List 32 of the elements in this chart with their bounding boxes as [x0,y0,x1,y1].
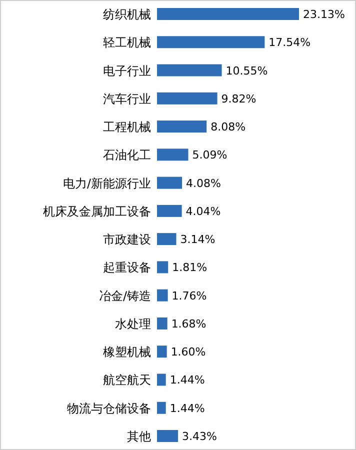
data-label: 4.04% [186,204,221,218]
data-label: 1.76% [172,289,207,302]
data-label: 5.09% [192,148,228,162]
y-tick-label: 冶金/铸造 [98,288,151,303]
data-label: 3.43% [182,430,218,443]
y-tick-label: 起重设备 [103,260,151,275]
data-label: 4.08% [186,176,221,190]
data-label: 8.08% [210,120,246,134]
y-tick-label: 水处理 [115,316,151,331]
y-tick-label: 纺织机械 [103,8,151,22]
y-tick-label: 电子行业 [103,64,151,78]
y-tick-label: 航空航天 [103,373,151,388]
y-tick-label: 市政建设 [103,232,151,247]
y-tick-label: 橡塑机械 [103,345,151,360]
y-tick-label: 轻工机械 [103,36,151,50]
y-tick-label: 物流与仓储设备 [67,401,151,416]
data-label: 9.82% [221,92,256,106]
y-tick-label: 工程机械 [103,120,151,134]
y-tick-label: 机床及金属加工设备 [43,204,151,218]
data-label: 10.55% [226,64,268,78]
y-tick-label: 电力/新能源行业 [62,176,151,190]
y-tick-label: 其他 [127,430,151,444]
y-tick-label: 石油化工 [103,148,151,162]
data-label: 23.13% [303,8,345,21]
data-label: 1.81% [172,261,208,274]
data-label: 1.44% [170,374,205,387]
data-label: 17.54% [268,36,311,50]
data-label: 1.44% [170,402,205,415]
data-label: 1.60% [170,346,206,359]
y-tick-label: 汽车行业 [103,92,151,106]
data-label: 1.68% [171,317,206,330]
data-label: 3.14% [180,233,216,246]
